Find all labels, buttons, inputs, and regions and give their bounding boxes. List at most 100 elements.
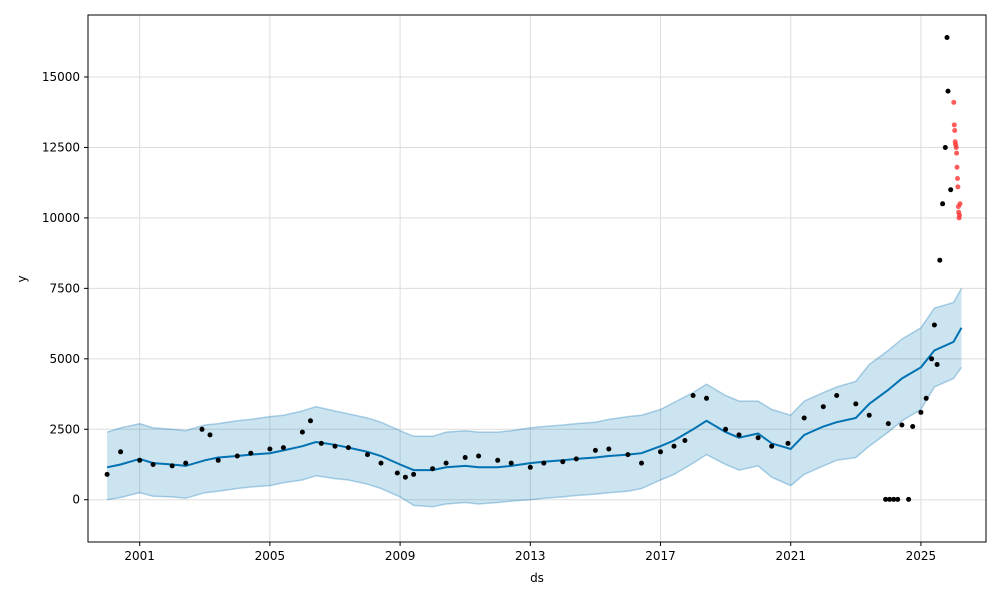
test-point <box>957 212 962 218</box>
observed-point <box>308 418 313 424</box>
y-tick-label: 2500 <box>49 422 80 436</box>
y-axis-ticks: 0 2500 5000 7500 10000 12500 15000 <box>42 70 88 507</box>
observed-point <box>671 443 677 449</box>
observed-point <box>378 460 384 466</box>
observed-point <box>299 429 305 435</box>
y-tick-label: 5000 <box>49 352 80 366</box>
observed-point <box>682 438 688 443</box>
observed-point <box>137 457 143 463</box>
observed-point <box>332 443 338 449</box>
observed-point <box>736 432 742 438</box>
observed-point <box>934 362 940 367</box>
forecast-line-layer <box>106 327 963 472</box>
observed-point <box>801 415 807 421</box>
observed-point <box>704 395 709 401</box>
observed-point <box>923 395 929 401</box>
x-tick-label: 2021 <box>775 549 806 563</box>
y-axis-label: y <box>15 275 29 282</box>
y-tick-label: 7500 <box>49 281 80 295</box>
observed-point <box>606 446 612 452</box>
x-tick-label: 2009 <box>385 549 416 563</box>
observed-point <box>267 446 273 452</box>
observed-point <box>940 201 946 207</box>
observed-point <box>150 462 156 467</box>
observed-point <box>527 464 533 470</box>
test-point <box>951 99 957 105</box>
observed-point <box>866 412 872 418</box>
observed-point <box>918 409 924 415</box>
observed-point <box>895 496 901 502</box>
test-point <box>954 150 960 156</box>
observed-point <box>345 445 351 451</box>
observed-point <box>394 470 400 476</box>
observed-point <box>891 496 897 502</box>
test-point <box>951 122 957 128</box>
x-tick-label: 2025 <box>906 549 937 563</box>
plot-frame <box>87 14 987 543</box>
observed-point <box>476 453 482 459</box>
observed-point <box>834 393 840 398</box>
x-tick-label: 2017 <box>645 549 676 563</box>
uncertainty-band <box>106 288 963 508</box>
observed-point <box>183 460 189 466</box>
observed-point <box>365 452 370 458</box>
y-tick-label: 12500 <box>42 140 80 154</box>
observed-point <box>785 440 791 446</box>
test-point <box>955 184 961 190</box>
y-tick-label: 10000 <box>42 211 80 225</box>
observed-point <box>169 463 175 469</box>
observed-point <box>885 421 891 427</box>
upper-bound-line <box>106 288 963 438</box>
observed-point <box>280 445 286 451</box>
x-axis-ticks: 2001 2005 2009 2013 2017 2021 2025 <box>124 542 936 563</box>
observed-point <box>769 443 775 449</box>
observed-points-layer <box>104 35 954 502</box>
observed-point <box>948 187 954 193</box>
observed-point <box>573 456 579 462</box>
observed-point <box>118 449 124 455</box>
observed-point <box>942 145 948 150</box>
observed-point <box>560 459 566 465</box>
observed-point <box>906 496 912 502</box>
uncertainty-band-area <box>107 288 962 507</box>
observed-point <box>592 447 598 453</box>
observed-point <box>945 88 951 94</box>
x-tick-label: 2013 <box>515 549 546 563</box>
observed-point <box>541 460 547 466</box>
observed-point <box>430 466 436 472</box>
observed-point <box>690 393 696 398</box>
test-point <box>954 164 960 170</box>
x-tick-label: 2005 <box>255 549 286 563</box>
observed-point <box>234 453 240 459</box>
observed-point <box>462 455 468 460</box>
observed-point <box>402 474 408 480</box>
observed-point <box>639 460 644 466</box>
observed-point <box>887 496 893 502</box>
test-point <box>952 128 958 133</box>
observed-point <box>215 457 221 463</box>
observed-point <box>248 450 254 456</box>
observed-point <box>723 426 729 432</box>
observed-point <box>820 404 826 410</box>
test-point <box>955 176 960 181</box>
observed-point <box>411 471 417 477</box>
observed-point <box>104 471 110 477</box>
observed-point <box>318 440 324 446</box>
test-point <box>957 201 963 207</box>
observed-point <box>199 426 205 432</box>
x-axis-label: ds <box>530 571 544 585</box>
test-point <box>953 145 959 150</box>
observed-point <box>931 322 937 328</box>
observed-point <box>883 496 889 502</box>
observed-point <box>508 460 514 466</box>
y-tick-label: 15000 <box>42 70 80 84</box>
y-tick-label: 0 <box>72 493 80 507</box>
lower-bound-line <box>106 366 963 508</box>
forecast-line <box>106 327 963 472</box>
observed-point <box>944 35 950 40</box>
observed-point <box>495 457 501 463</box>
observed-point <box>443 460 449 466</box>
observed-point <box>625 452 631 458</box>
